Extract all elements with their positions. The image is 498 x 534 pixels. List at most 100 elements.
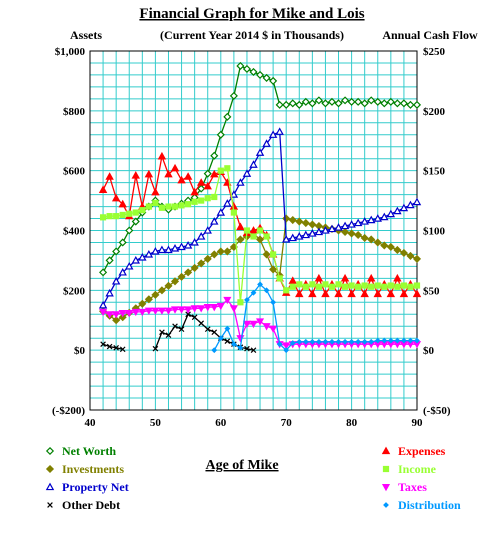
data-point-taxes — [269, 325, 278, 333]
data-point-investments — [308, 220, 317, 229]
data-point-expenses — [340, 273, 350, 282]
data-point-income — [276, 275, 283, 282]
legend-item-investments: Investments — [45, 462, 124, 476]
data-point-property-net — [334, 223, 343, 231]
right-tick-label: $250 — [423, 46, 446, 58]
data-point-property-net — [138, 252, 147, 261]
data-point-expenses — [151, 187, 160, 196]
data-point-income — [230, 209, 237, 216]
data-point-expenses — [157, 151, 167, 160]
right-tick-label: $50 — [423, 285, 440, 297]
data-point-expenses — [393, 273, 402, 282]
data-point-expenses — [236, 222, 245, 231]
data-point-property-net — [196, 232, 206, 240]
data-point-property-net — [281, 235, 291, 243]
data-point-distribution — [211, 347, 218, 354]
data-point-property-net — [170, 244, 180, 252]
data-point-taxes — [223, 296, 232, 305]
chart-subtitle: (Current Year 2014 $ in Thousands) — [160, 28, 344, 42]
data-point-distribution — [302, 338, 309, 345]
legend-marker-property-net — [45, 482, 55, 491]
data-point-property-net — [210, 217, 219, 225]
data-point-other-debt — [191, 314, 198, 321]
data-point-income — [361, 282, 368, 289]
data-point-taxes — [125, 310, 134, 318]
data-point-investments — [288, 215, 297, 225]
data-point-investments — [406, 251, 415, 260]
right-tick-label: $150 — [423, 166, 446, 178]
data-point-income — [335, 281, 342, 288]
data-point-investments — [203, 254, 212, 263]
data-point-property-net — [249, 160, 258, 168]
series-layer — [98, 61, 422, 354]
series-income — [99, 165, 421, 306]
data-point-distribution — [250, 289, 257, 296]
data-point-distribution — [394, 337, 401, 344]
data-point-income — [328, 283, 336, 290]
data-point-income — [263, 233, 270, 240]
data-point-net-worth — [249, 67, 258, 76]
data-point-distribution — [401, 337, 407, 344]
right-axis-label: Annual Cash Flow — [382, 28, 478, 42]
left-tick-label: $800 — [63, 106, 86, 118]
data-point-property-net — [295, 232, 304, 240]
data-point-property-net — [380, 212, 389, 221]
data-point-net-worth — [314, 96, 323, 105]
data-point-other-debt — [204, 326, 211, 333]
legend-item-net-worth: Net Worth — [45, 444, 116, 458]
data-point-expenses — [360, 289, 369, 298]
data-point-taxes — [249, 320, 258, 329]
data-point-income — [355, 283, 362, 290]
data-point-other-debt — [172, 323, 178, 330]
data-point-investments — [380, 241, 389, 250]
data-point-income — [106, 213, 113, 220]
data-point-taxes — [184, 306, 193, 314]
data-point-investments — [269, 265, 278, 274]
legend-label-investments: Investments — [62, 462, 124, 476]
data-point-investments — [262, 250, 271, 259]
data-point-property-net — [288, 233, 297, 242]
legend-item-distribution: Distribution — [383, 498, 461, 512]
data-point-property-net — [223, 199, 232, 207]
data-point-income — [211, 193, 218, 201]
data-point-investments — [367, 235, 376, 244]
data-point-investments — [386, 242, 395, 252]
data-point-income — [283, 287, 290, 294]
data-point-taxes — [164, 307, 173, 315]
data-point-distribution — [276, 341, 283, 348]
legend-marker-other-debt — [47, 502, 53, 508]
data-point-property-net — [98, 300, 108, 309]
data-point-property-net — [229, 190, 239, 198]
data-point-investments — [360, 233, 369, 243]
data-point-other-debt — [113, 344, 119, 351]
data-point-taxes — [157, 307, 166, 315]
left-tick-label: $200 — [63, 285, 86, 297]
data-point-property-net — [105, 288, 114, 297]
legend-marker-taxes — [381, 483, 391, 492]
data-point-distribution — [257, 281, 263, 288]
data-point-income — [289, 283, 296, 290]
data-point-distribution — [309, 338, 316, 345]
data-point-net-worth — [118, 238, 127, 247]
left-tick-label: $0 — [74, 345, 86, 357]
data-point-investments — [347, 229, 356, 238]
data-point-property-net — [203, 226, 212, 234]
legend-left: Net Worth Investments Property Net Other De… — [45, 444, 129, 512]
data-point-income — [296, 281, 303, 288]
legend-right: Expenses Income Taxes Distribution — [381, 444, 461, 512]
data-point-investments — [399, 248, 408, 257]
data-point-distribution — [335, 338, 342, 345]
data-point-investments — [223, 247, 232, 256]
data-point-taxes — [118, 310, 127, 318]
data-point-income — [152, 199, 159, 207]
data-point-income — [198, 197, 205, 204]
data-point-expenses — [386, 289, 396, 298]
data-point-expenses — [308, 289, 317, 298]
data-point-distribution — [355, 338, 362, 345]
data-point-investments — [177, 272, 186, 281]
data-point-investments — [216, 247, 225, 256]
series-property-net — [98, 127, 422, 309]
data-point-net-worth — [334, 99, 343, 108]
data-point-net-worth — [327, 97, 337, 106]
